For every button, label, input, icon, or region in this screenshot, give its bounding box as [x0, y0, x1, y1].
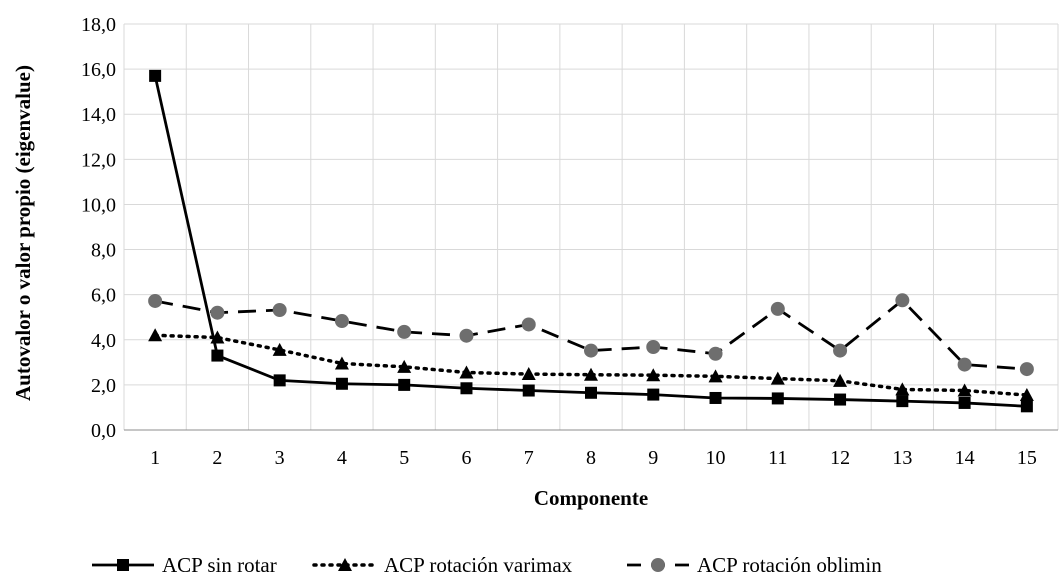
y-tick-label: 6,0	[91, 285, 116, 307]
x-tick-label: 9	[648, 447, 658, 469]
y-tick-label: 10,0	[81, 194, 116, 216]
x-tick-label: 14	[955, 447, 975, 469]
x-tick-label: 15	[1017, 447, 1037, 469]
series-1	[149, 69, 1033, 413]
y-axis-title: Autovalor o valor propio (eigenvalue)	[11, 65, 35, 401]
x-tick-label: 8	[586, 447, 596, 469]
data-point	[646, 339, 661, 354]
x-tick-label: 12	[830, 447, 850, 469]
data-point	[398, 378, 411, 391]
legend: ACP sin rotar ACP rotación varimax ACP rot…	[92, 553, 882, 577]
data-point	[148, 293, 163, 308]
y-tick-label: 8,0	[91, 240, 116, 262]
data-point	[1019, 388, 1034, 402]
data-point	[833, 343, 848, 358]
y-tick-label: 18,0	[81, 14, 116, 36]
data-point	[522, 384, 535, 397]
data-point	[895, 293, 910, 308]
x-tick-label: 6	[461, 447, 471, 469]
x-tick-label: 3	[275, 447, 285, 469]
legend-item: ACP sin rotar	[92, 553, 277, 577]
x-tick-label: 2	[212, 447, 222, 469]
y-tick-label: 4,0	[91, 330, 116, 352]
data-point	[647, 388, 660, 401]
data-point	[833, 373, 848, 387]
data-point	[148, 328, 163, 342]
data-point	[334, 314, 349, 329]
data-point	[584, 367, 598, 381]
data-point	[210, 305, 225, 320]
data-point	[521, 367, 536, 381]
data-point	[834, 393, 847, 406]
data-point	[149, 69, 162, 82]
x-tick-labels: 1 2 3 4 5 6 7 8 9 10 11 12 13 14 15	[150, 447, 1037, 469]
x-tick-label: 11	[768, 447, 787, 469]
data-point	[708, 369, 723, 383]
data-point	[708, 346, 723, 361]
data-point	[646, 368, 661, 382]
data-point	[335, 377, 348, 390]
data-point	[334, 356, 349, 370]
data-point	[272, 303, 287, 318]
x-tick-label: 5	[399, 447, 409, 469]
y-tick-label: 14,0	[81, 104, 116, 126]
x-tick-label: 10	[706, 447, 726, 469]
data-point	[585, 386, 597, 399]
y-tick-labels: 0,0 2,0 4,0 6,0 8,0 10,0 12,0 14,0 16,0 18,0	[81, 14, 116, 442]
series-2	[148, 328, 1034, 402]
data-point	[957, 357, 972, 372]
series-group	[148, 69, 1034, 413]
data-point	[958, 396, 971, 409]
data-point	[459, 328, 474, 343]
data-point	[397, 324, 412, 339]
data-point	[771, 392, 784, 405]
data-point	[459, 365, 474, 379]
y-tick-label: 12,0	[81, 149, 116, 171]
x-tick-label: 4	[337, 447, 347, 469]
y-tick-label: 2,0	[91, 375, 116, 397]
legend-marker	[338, 558, 352, 571]
data-point	[957, 383, 972, 397]
x-tick-label: 13	[892, 447, 912, 469]
data-point	[770, 371, 785, 385]
data-point	[211, 349, 224, 362]
legend-marker	[117, 559, 129, 571]
x-tick-label: 1	[150, 447, 160, 469]
y-tick-label: 16,0	[81, 59, 116, 81]
data-point	[272, 342, 287, 356]
data-point	[584, 343, 598, 358]
data-point	[397, 359, 412, 373]
legend-item: ACP rotación oblimin	[627, 553, 882, 577]
data-point	[1019, 362, 1034, 377]
legend-marker	[651, 558, 665, 572]
x-tick-label: 7	[524, 447, 534, 469]
data-point	[210, 330, 225, 344]
y-tick-label: 0,0	[91, 420, 116, 442]
data-point	[273, 374, 286, 387]
data-point	[709, 391, 722, 404]
legend-item: ACP rotación varimax	[312, 553, 573, 577]
legend-label: ACP rotación oblimin	[697, 553, 882, 577]
series-line	[154, 298, 1027, 371]
gridlines	[123, 23, 1059, 431]
data-point	[895, 382, 910, 396]
data-point	[1020, 400, 1033, 413]
data-point	[770, 301, 785, 316]
legend-label: ACP sin rotar	[162, 553, 277, 577]
data-point	[460, 382, 473, 395]
data-point	[521, 317, 536, 332]
data-point	[896, 395, 909, 408]
x-axis-title: Componente	[534, 486, 648, 510]
legend-label: ACP rotación varimax	[384, 553, 573, 577]
series-3	[148, 293, 1034, 377]
